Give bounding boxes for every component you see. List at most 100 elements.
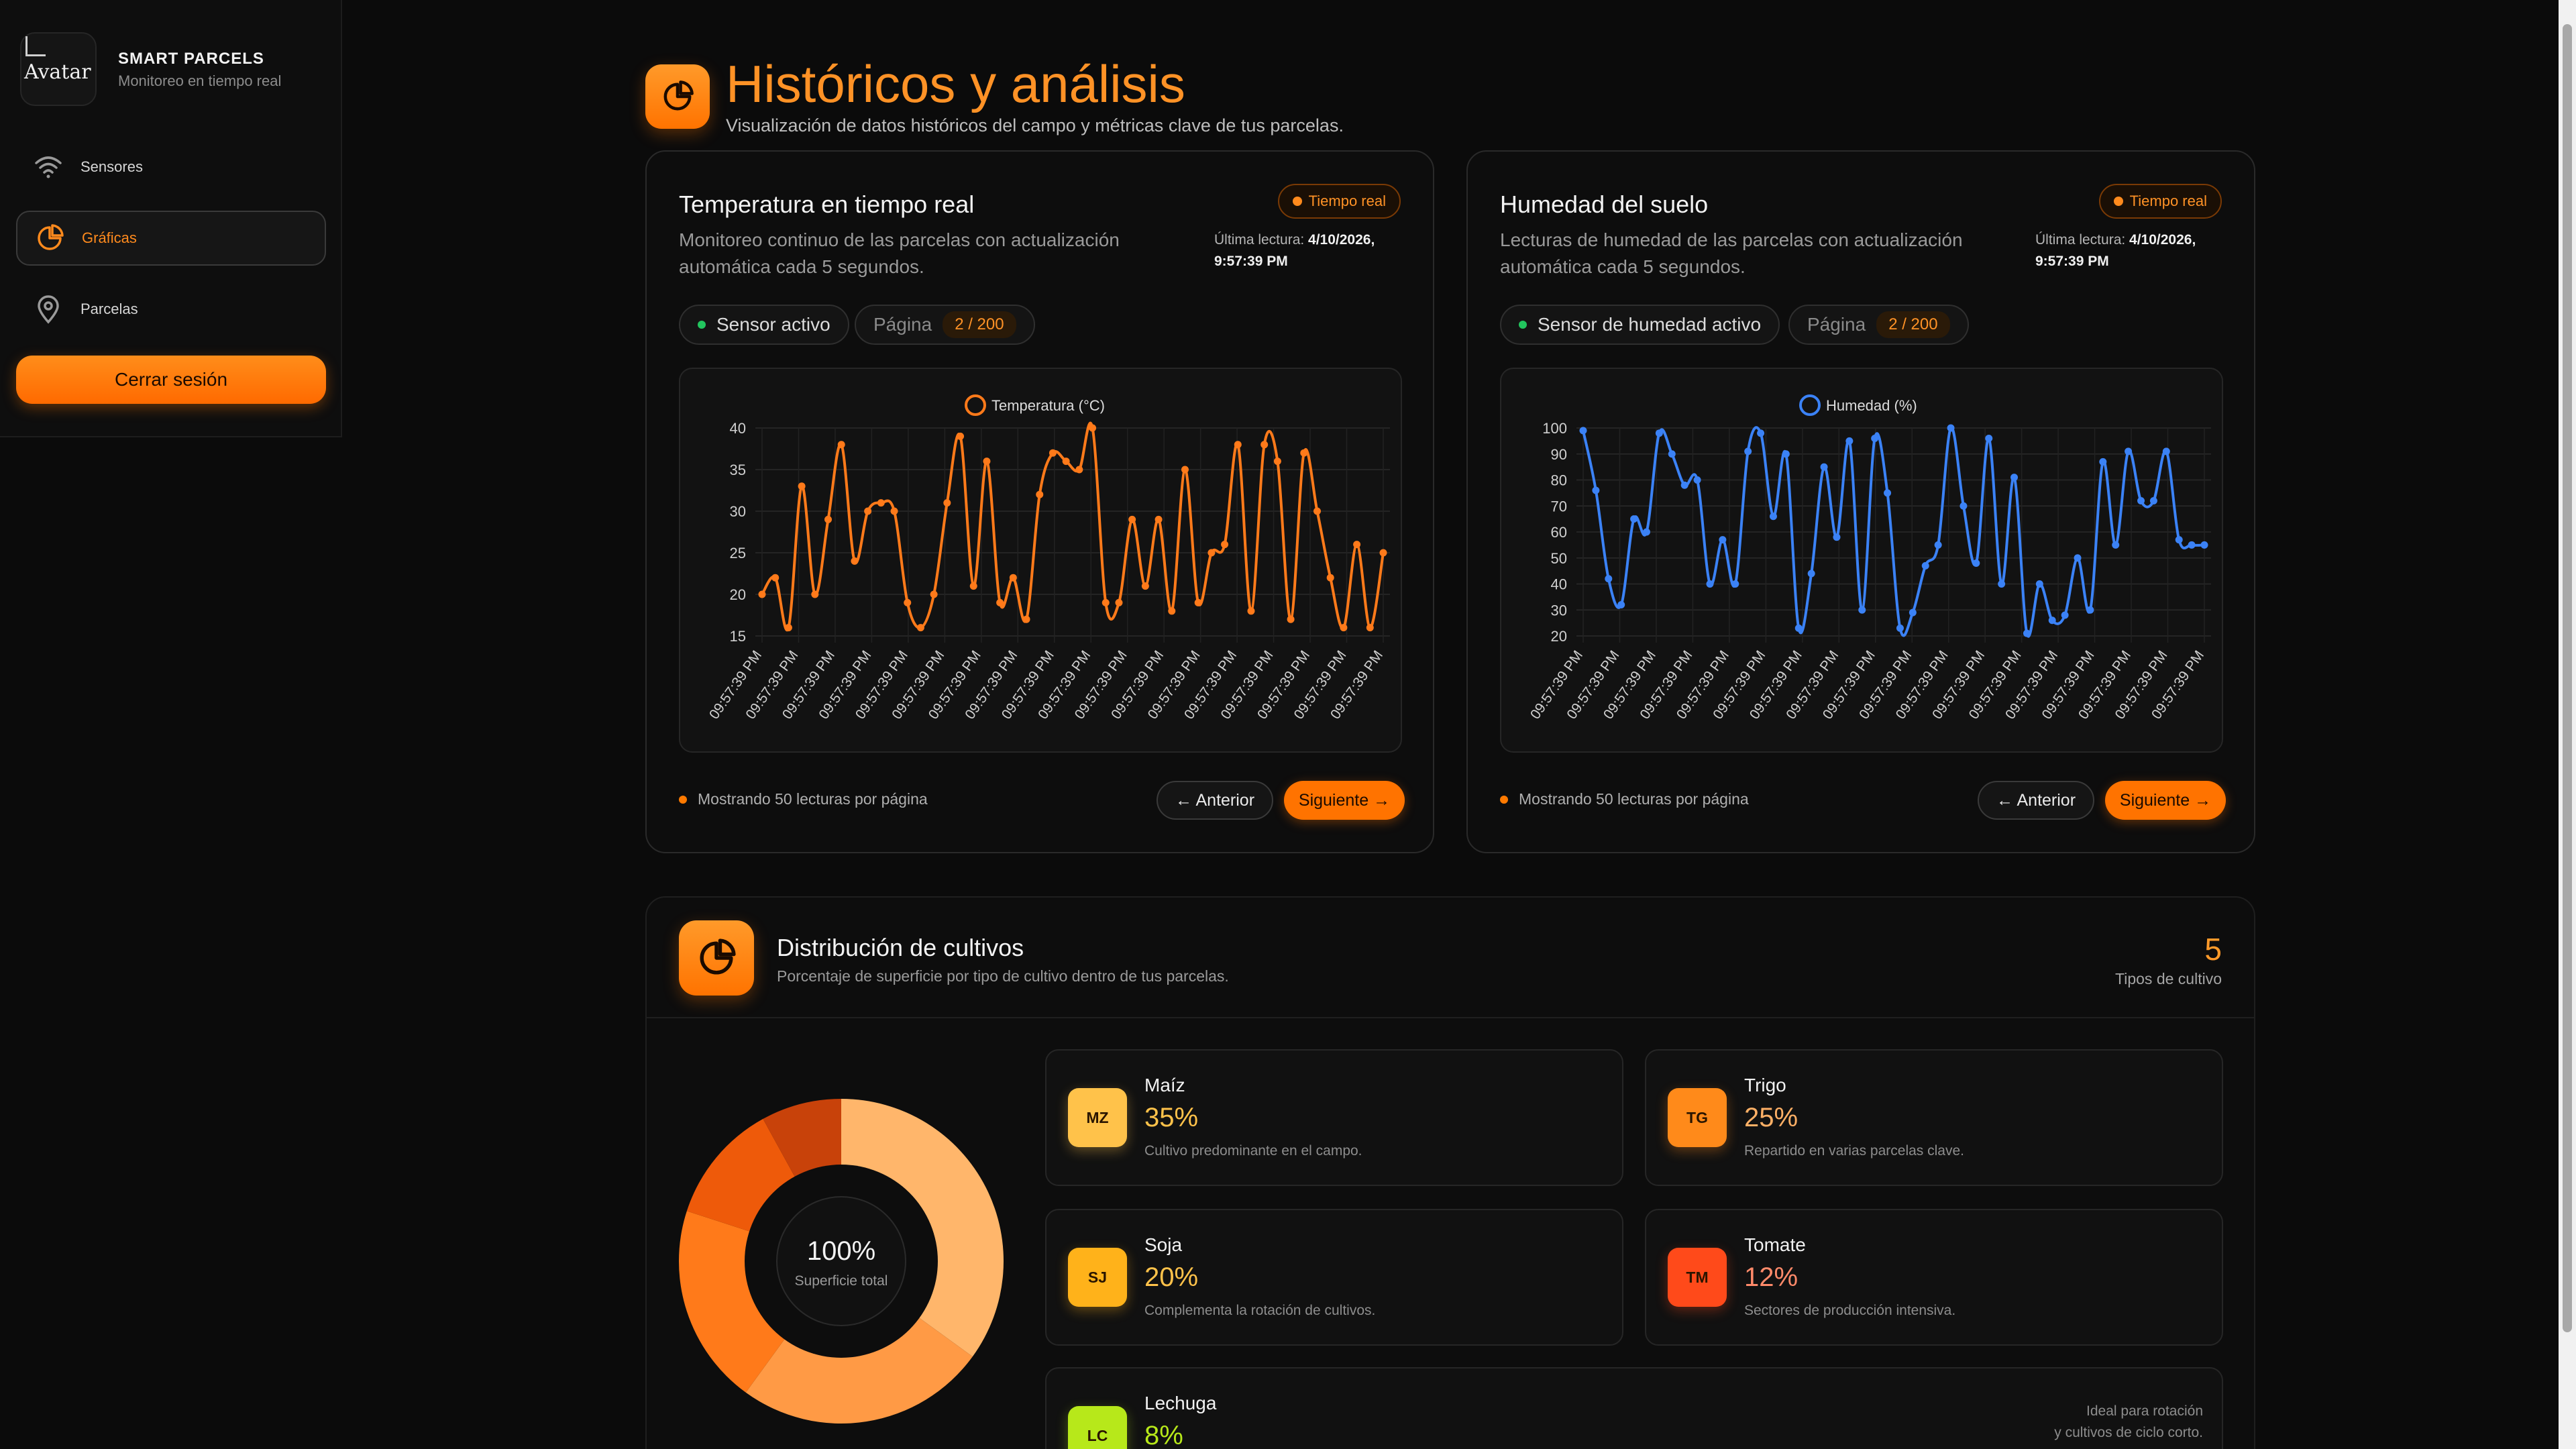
crop-badge: MZ	[1068, 1088, 1127, 1147]
data-point	[1871, 435, 1879, 442]
data-point	[851, 557, 859, 565]
sensor-status-pill: Sensor de humedad activo	[1500, 305, 1780, 345]
data-point	[1194, 598, 1202, 606]
crop-description: Cultivo predominante en el campo.	[1144, 1143, 1362, 1159]
data-point	[2061, 611, 2069, 619]
legend-label: Humedad (%)	[1826, 397, 1917, 414]
data-point	[877, 499, 885, 507]
crop-badge: LC	[1068, 1406, 1127, 1449]
y-tick-label: 20	[730, 586, 746, 603]
previous-page-button[interactable]: ← Anterior	[1157, 781, 1273, 820]
crop-badge: TM	[1668, 1248, 1727, 1307]
data-point	[1102, 598, 1110, 606]
data-point	[1719, 536, 1727, 544]
status-dot	[1519, 321, 1527, 329]
data-point	[1668, 450, 1676, 458]
data-point	[1655, 429, 1663, 437]
sidebar-item-graficas[interactable]: Gráficas	[16, 211, 326, 266]
data-point	[996, 598, 1004, 606]
data-point	[1181, 466, 1189, 474]
data-point	[1009, 574, 1017, 582]
page-indicator: Página 2 / 200	[1788, 305, 1969, 345]
y-tick-label: 50	[1551, 550, 1567, 567]
sidebar-item-parcelas[interactable]: Parcelas	[16, 282, 326, 337]
next-page-button[interactable]: Siguiente →	[1284, 781, 1405, 820]
data-point	[1260, 441, 1269, 449]
data-point	[1049, 449, 1057, 457]
last-reading: Última lectura: 4/10/2026, 9:57:39 PM	[2035, 229, 2196, 272]
data-point	[957, 432, 965, 440]
crop-percentage: 20%	[1144, 1263, 1199, 1292]
last-reading-date: 4/10/2026,	[2129, 232, 2196, 248]
status-dot	[698, 321, 706, 329]
temperature-chart: Temperatura (°C) 15 20 25 30 35 40 09:57:39 PM 0…	[679, 368, 1402, 753]
status-dot	[2113, 197, 2123, 206]
sensor-status-pill: Sensor activo	[679, 305, 849, 345]
data-point	[2175, 536, 2183, 544]
data-point	[1960, 502, 1968, 510]
badge-label: Tiempo real	[2129, 193, 2207, 209]
y-tick-label: 100	[1542, 420, 1567, 437]
next-page-button[interactable]: Siguiente →	[2105, 781, 2226, 820]
legend-marker	[965, 394, 986, 416]
donut-center	[776, 1196, 906, 1326]
scrollbar-thumb[interactable]	[2563, 24, 2572, 1332]
data-point	[2074, 554, 2082, 562]
status-dot	[1292, 197, 1302, 206]
crop-percentage: 8%	[1144, 1421, 1183, 1449]
data-point	[2200, 541, 2208, 549]
data-point	[1807, 570, 1815, 578]
data-point	[1858, 606, 1866, 614]
readings-note: Mostrando 50 lecturas por página	[1500, 790, 1749, 808]
data-point	[1062, 458, 1070, 466]
donut-center-value: 100%	[807, 1236, 875, 1266]
data-point	[916, 624, 924, 632]
crop-description: Repartido en varias parcelas clave.	[1744, 1143, 1965, 1159]
last-reading-date: 4/10/2026,	[1308, 232, 1375, 248]
map-pin-icon	[16, 294, 80, 324]
data-point	[1820, 463, 1828, 471]
data-point	[1075, 466, 1083, 474]
data-point	[1757, 429, 1765, 437]
crop-description: Sectores de producción intensiva.	[1744, 1303, 1956, 1318]
data-point	[1022, 615, 1030, 623]
crop-name: Tomate	[1744, 1234, 1806, 1255]
status-dot	[679, 795, 687, 804]
data-point	[1921, 561, 1929, 570]
crop-name: Lechuga	[1144, 1393, 1217, 1413]
data-point	[824, 515, 833, 523]
y-tick-label: 25	[730, 545, 746, 561]
readings-note: Mostrando 50 lecturas por página	[679, 790, 928, 808]
crop-badge: SJ	[1068, 1248, 1127, 1307]
data-point	[2023, 629, 2031, 637]
data-point	[1769, 513, 1777, 521]
crop-note: Ideal para rotación y cultivos de ciclo …	[2054, 1401, 2203, 1444]
sidebar-item-label: Sensores	[80, 158, 143, 175]
data-point	[1972, 559, 1980, 567]
divider	[647, 1017, 2254, 1018]
donut-center-label: Superficie total	[795, 1273, 888, 1289]
data-point	[1642, 528, 1650, 536]
data-point	[1693, 476, 1701, 484]
card-description: Monitoreo continuo de las parcelas con a…	[679, 229, 1120, 277]
temperature-card: Temperatura en tiempo real Tiempo real M…	[645, 150, 1434, 853]
previous-page-button[interactable]: ← Anterior	[1978, 781, 2094, 820]
data-point	[904, 598, 912, 606]
last-reading: Última lectura: 4/10/2026, 9:57:39 PM	[1214, 229, 1375, 272]
data-point	[1605, 575, 1613, 583]
pie-chart-icon	[679, 920, 754, 996]
scrollbar[interactable]	[2559, 0, 2576, 1449]
avatar[interactable]: Avatar	[20, 32, 97, 106]
data-point	[1221, 541, 1229, 549]
last-reading-time: 9:57:39 PM	[2035, 254, 2109, 269]
sidebar-item-sensores[interactable]: Sensores	[16, 140, 326, 195]
sidebar-item-label: Gráficas	[82, 229, 137, 246]
page-number: 2 / 200	[943, 311, 1016, 338]
data-point	[2048, 616, 2056, 625]
badge-label: Tiempo real	[1308, 193, 1386, 209]
wifi-icon	[16, 154, 80, 180]
logout-button[interactable]: Cerrar sesión	[16, 356, 326, 404]
data-point	[1234, 441, 1242, 449]
crop-name: Trigo	[1744, 1075, 1786, 1095]
